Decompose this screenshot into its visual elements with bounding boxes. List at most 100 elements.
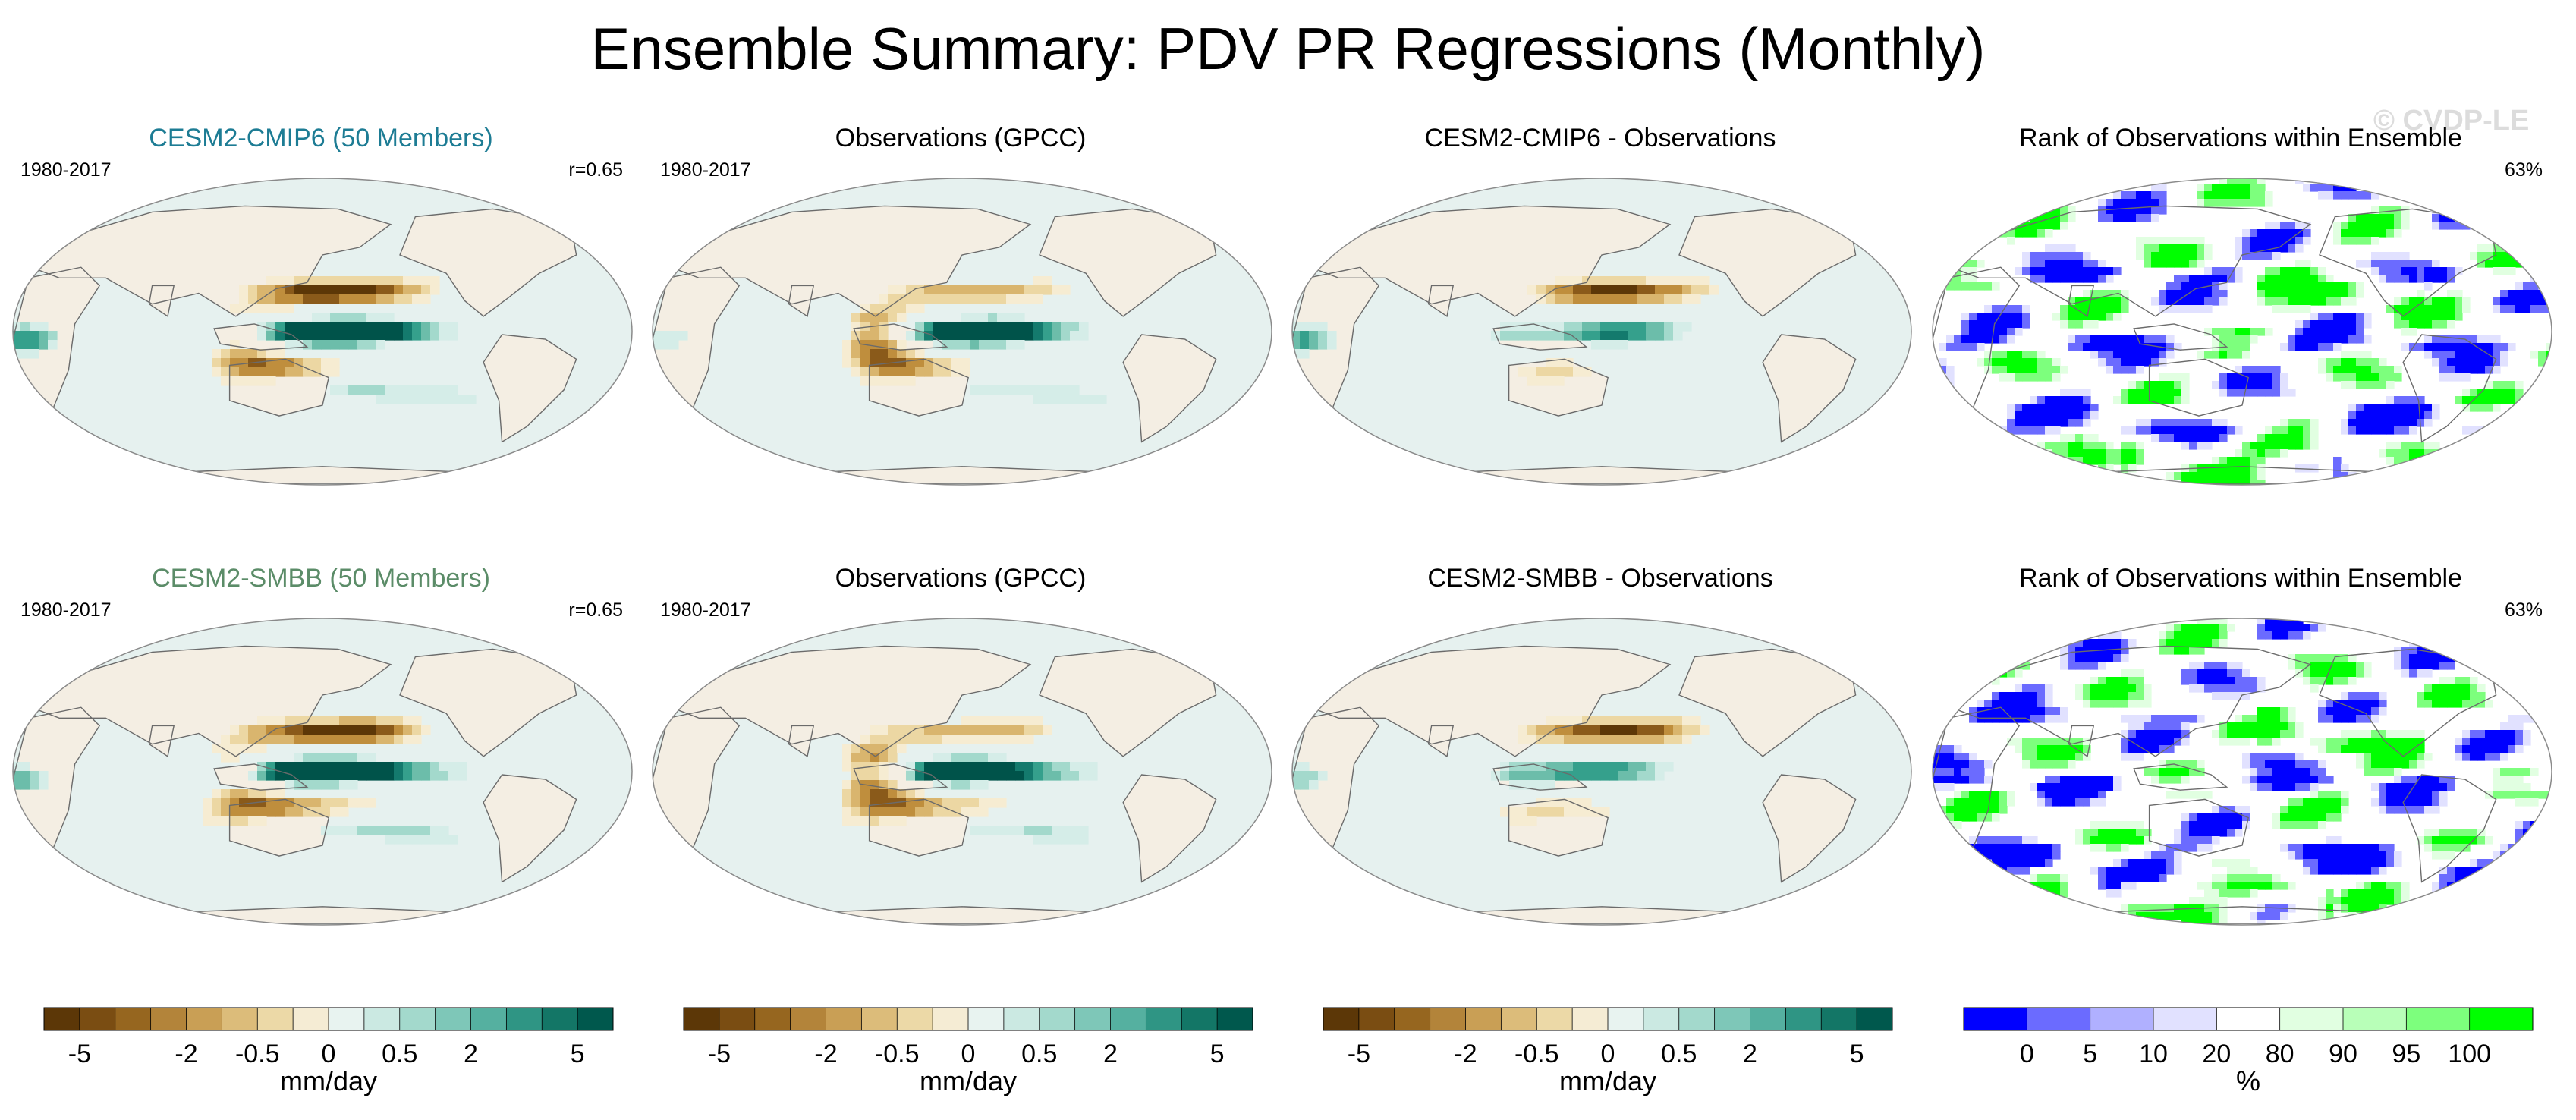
data-cell (2257, 722, 2266, 731)
panel-period: 1980-2017 (20, 159, 112, 181)
data-cell (467, 395, 477, 404)
data-cell (970, 385, 980, 395)
data-cell (2371, 206, 2379, 215)
data-cell (321, 331, 331, 341)
data-cell (366, 331, 376, 341)
data-cell (2242, 859, 2250, 867)
data-cell (1969, 791, 1977, 799)
data-cell (2121, 859, 2129, 867)
data-cell (2060, 267, 2068, 275)
data-cell (2030, 252, 2038, 260)
data-cell (1564, 276, 1574, 286)
data-cell (2181, 237, 2190, 245)
data-cell (1043, 835, 1052, 845)
coastline (1122, 774, 1217, 883)
data-cell (303, 753, 313, 763)
data-cell (2265, 715, 2273, 723)
data-cell (2530, 282, 2539, 291)
data-cell (2341, 677, 2349, 685)
data-cell (2136, 874, 2144, 882)
data-cell (2219, 267, 2228, 275)
data-cell (924, 367, 934, 377)
data-cell (2470, 343, 2478, 351)
data-cell (2174, 912, 2182, 920)
data-cell (2455, 343, 2463, 351)
data-cell (2333, 229, 2342, 238)
data-cell (1992, 366, 2000, 374)
data-cell (1984, 700, 1993, 708)
data-cell (2447, 700, 2455, 708)
data-cell (1637, 716, 1647, 726)
data-cell (2295, 434, 2304, 442)
data-cell (2174, 373, 2182, 382)
data-cell (1518, 331, 1528, 341)
data-cell (2022, 313, 2030, 321)
data-cell (2174, 844, 2182, 852)
data-cell (2439, 662, 2448, 670)
data-cell (1977, 320, 1985, 329)
data-cell (1573, 285, 1583, 295)
data-cell (2265, 297, 2273, 306)
data-cell (2348, 692, 2357, 700)
data-cell (2174, 859, 2182, 867)
data-cell (1969, 267, 1977, 275)
coastline (868, 798, 970, 857)
data-cell (2052, 449, 2061, 458)
data-cell (2455, 874, 2463, 882)
data-cell (2068, 305, 2076, 313)
data-cell (2318, 715, 2326, 723)
data-cell (439, 395, 449, 404)
data-cell (421, 294, 431, 304)
data-cell (2181, 282, 2190, 291)
data-cell (2379, 783, 2387, 791)
data-cell (2098, 267, 2106, 275)
data-cell (2394, 275, 2402, 283)
data-cell (2303, 760, 2311, 769)
data-cell (2121, 654, 2129, 662)
data-cell (1946, 343, 1955, 351)
data-cell (2341, 715, 2349, 723)
data-cell (2272, 760, 2281, 769)
data-cell (2235, 389, 2243, 397)
data-cell (2204, 662, 2213, 670)
data-cell (2394, 791, 2402, 799)
data-cell (2022, 745, 2030, 753)
data-cell (997, 762, 1007, 772)
data-cell (366, 762, 376, 772)
data-cell (1033, 322, 1043, 332)
data-cell (2212, 639, 2220, 647)
data-cell (2022, 707, 2030, 716)
data-cell (2060, 798, 2068, 807)
data-cell (1536, 725, 1546, 735)
data-cell (2166, 282, 2175, 291)
data-cell (2348, 844, 2357, 852)
data-cell (2295, 753, 2304, 761)
land-fill (1123, 335, 1216, 442)
data-cell (2235, 199, 2243, 207)
data-cell (2098, 882, 2106, 890)
data-cell (2212, 859, 2220, 867)
data-cell (2272, 275, 2281, 283)
data-cell (2303, 813, 2311, 822)
data-cell (2219, 472, 2228, 480)
data-cell (2409, 776, 2417, 784)
data-cell (879, 358, 889, 368)
data-cell (13, 771, 21, 781)
data-cell (2181, 631, 2190, 640)
data-cell (1984, 328, 1993, 336)
data-cell (357, 294, 367, 304)
data-cell (403, 762, 413, 772)
data-cell (2341, 335, 2349, 344)
data-cell (2227, 267, 2235, 275)
data-cell (2364, 373, 2372, 382)
data-cell (1527, 807, 1537, 817)
data-cell (2106, 882, 2114, 890)
data-cell (942, 735, 952, 744)
data-cell (2250, 677, 2258, 685)
data-cell (2288, 222, 2296, 230)
data-cell (933, 807, 943, 817)
data-cell (2493, 730, 2501, 738)
data-cell (1977, 813, 1985, 822)
data-cell (2235, 662, 2243, 670)
map-panel: CESM2-CMIP6 - Observations (1283, 106, 1917, 546)
